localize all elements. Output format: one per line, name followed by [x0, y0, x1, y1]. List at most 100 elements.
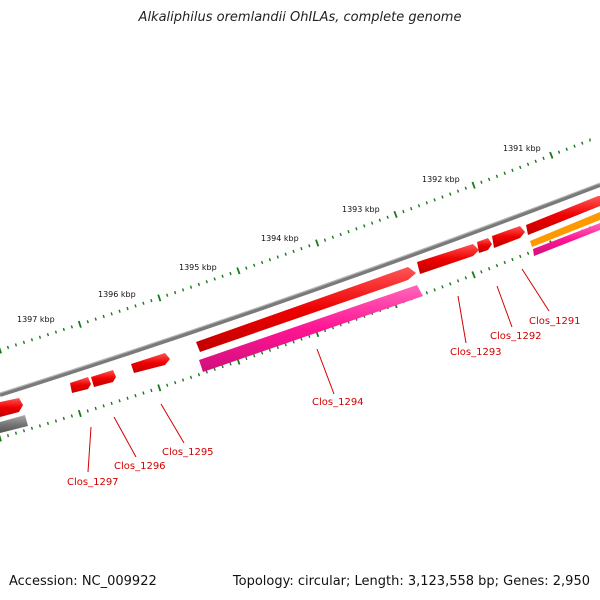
inner-minor-tick — [70, 414, 73, 418]
outer-minor-tick — [487, 177, 491, 181]
outer-minor-tick — [565, 147, 568, 151]
outer-minor-tick — [260, 260, 264, 265]
inner-minor-tick — [134, 393, 137, 398]
outer-minor-tick — [6, 345, 10, 350]
outer-minor-tick — [425, 201, 428, 205]
inner-minor-tick — [229, 362, 232, 366]
outer-minor-tick — [30, 338, 34, 342]
outer-minor-tick — [181, 288, 185, 292]
outer-minor-tick — [245, 266, 248, 270]
inner-minor-tick — [197, 372, 201, 377]
outer-minor-tick — [480, 180, 483, 184]
gene-label-clos-1297: Clos_1297 — [67, 477, 119, 488]
reverse-genes — [0, 212, 600, 433]
outer-major-tick — [157, 294, 162, 302]
inner-minor-tick — [6, 434, 10, 438]
inner-minor-tick — [126, 396, 129, 400]
outer-minor-tick — [402, 209, 405, 214]
gene-label-clos-1293: Clos_1293 — [450, 347, 502, 358]
gene-clos-1292b[interactable] — [477, 238, 492, 253]
outer-minor-tick — [378, 218, 382, 222]
outer-minor-tick — [22, 340, 26, 345]
inner-minor-tick — [245, 356, 248, 361]
inner-minor-tick — [276, 345, 279, 350]
gene-clos-1295[interactable] — [131, 353, 170, 373]
gene-left-edge[interactable] — [0, 398, 23, 417]
forward-genes — [0, 196, 600, 417]
inner-minor-tick — [300, 337, 303, 341]
outer-minor-tick — [268, 258, 272, 262]
outer-minor-tick — [284, 252, 287, 256]
outer-minor-tick — [449, 192, 452, 196]
inner-minor-tick — [213, 367, 216, 371]
scale-label-1394: 1394 kbp — [261, 234, 299, 243]
outer-minor-tick — [166, 293, 169, 297]
inner-minor-tick — [511, 257, 514, 262]
outer-minor-tick — [189, 285, 193, 289]
inner-minor-tick — [456, 279, 460, 283]
inner-minor-tick — [54, 419, 58, 423]
inner-minor-tick — [102, 404, 105, 408]
outer-minor-tick — [526, 162, 530, 166]
outer-minor-tick — [464, 186, 467, 190]
outer-minor-tick — [276, 255, 279, 259]
gene-clos-1297[interactable] — [70, 377, 91, 393]
inner-minor-tick — [189, 375, 193, 380]
outer-minor-tick — [534, 159, 537, 163]
gene-orange[interactable] — [530, 212, 600, 247]
outer-minor-tick — [70, 325, 73, 329]
inner-minor-tick — [38, 424, 42, 428]
outer-major-tick — [393, 210, 398, 219]
outer-minor-tick — [134, 304, 137, 308]
inner-minor-tick — [142, 391, 145, 395]
gene-pink-main[interactable] — [199, 285, 423, 372]
gene-label-clos-1296: Clos_1296 — [114, 461, 166, 472]
outer-major-tick — [77, 320, 82, 328]
gene-clos-1291[interactable] — [526, 196, 600, 235]
outer-major-tick — [0, 347, 2, 354]
accession-text: Accession: NC_009922 — [9, 574, 157, 589]
outer-minor-tick — [197, 282, 201, 287]
outer-minor-tick — [363, 224, 366, 228]
label-leaders — [87, 268, 550, 473]
inner-minor-tick — [268, 348, 272, 352]
outer-minor-tick — [323, 238, 327, 242]
outer-minor-tick — [370, 221, 374, 225]
outer-minor-tick — [94, 317, 97, 321]
outer-minor-tick — [495, 174, 499, 178]
gene-labels: Clos_1291 Clos_1292 Clos_1293 Clos_1294 … — [67, 316, 581, 488]
outer-minor-tick — [581, 141, 584, 145]
outer-minor-tick — [339, 232, 342, 237]
inner-minor-tick — [46, 421, 50, 426]
outer-minor-tick — [54, 330, 58, 334]
gene-clos-1296[interactable] — [91, 370, 116, 387]
outer-minor-tick — [300, 246, 303, 251]
inner-minor-tick — [181, 378, 185, 382]
gene-clos-1292[interactable] — [492, 226, 525, 248]
inner-major-tick — [471, 271, 476, 279]
inner-minor-tick — [441, 285, 444, 289]
outer-minor-tick — [557, 150, 561, 154]
inner-minor-tick — [425, 291, 429, 295]
inner-minor-tick — [519, 254, 522, 259]
gene-label-clos-1294: Clos_1294 — [312, 397, 364, 408]
gene-clos-1293[interactable] — [417, 244, 479, 274]
gene-label-clos-1292: Clos_1292 — [490, 331, 542, 342]
inner-minor-tick — [284, 343, 287, 347]
outer-minor-tick — [433, 198, 436, 202]
outer-minor-tick — [573, 144, 576, 148]
gene-clos-1294[interactable] — [196, 267, 416, 352]
gene-pink-right[interactable] — [533, 223, 600, 256]
inner-minor-tick — [433, 288, 436, 292]
outer-minor-tick — [229, 271, 232, 276]
outer-minor-tick — [441, 195, 444, 199]
inner-minor-tick — [221, 364, 224, 369]
outer-minor-tick — [410, 206, 413, 211]
outer-minor-tick — [253, 263, 256, 267]
gene-gray-left[interactable] — [0, 415, 28, 433]
outer-minor-tick — [126, 306, 129, 311]
outer-minor-tick — [519, 165, 522, 169]
outer-minor-tick — [174, 290, 177, 295]
inner-minor-tick — [118, 399, 121, 403]
inner-minor-tick — [480, 270, 483, 274]
